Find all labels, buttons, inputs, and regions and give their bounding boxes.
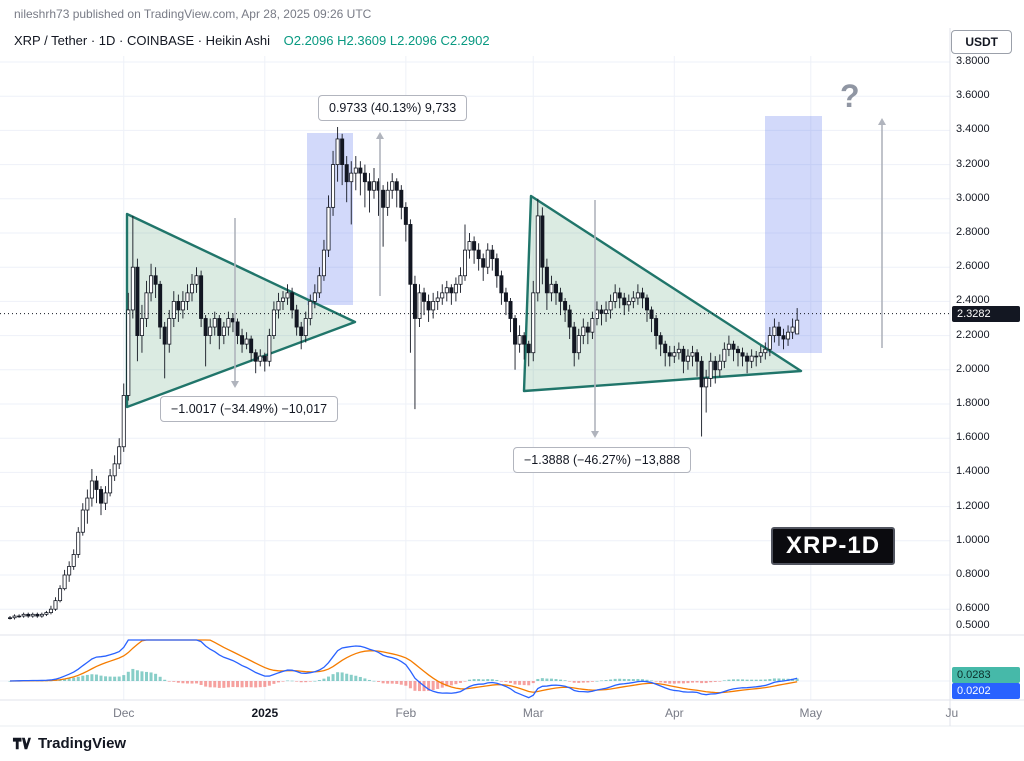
candles-layer bbox=[7, 126, 800, 620]
gain-annotation-label[interactable]: 0.9733 (40.13%) 9,733 bbox=[318, 95, 468, 121]
attribution-text: nileshrh73 published on TradingView.com,… bbox=[14, 7, 372, 21]
tradingview-logo-icon bbox=[12, 737, 31, 750]
projection-arrow-head bbox=[878, 118, 886, 125]
symbol-header: XRP / Tether · 1D · COINBASE · Heikin As… bbox=[14, 33, 490, 48]
loss-annotation-label-1[interactable]: −1.0017 (−34.49%) −10,017 bbox=[160, 396, 339, 422]
indicator-value-badge-teal: 0.0283 bbox=[952, 667, 1020, 683]
projection-arrow-head bbox=[376, 132, 384, 139]
overlay-layer bbox=[0, 28, 1024, 727]
currency-toggle-button[interactable]: USDT bbox=[951, 30, 1012, 54]
current-price-badge: 2.3282 bbox=[952, 305, 1020, 322]
ohlc-values: O2.2096 H2.3609 L2.2096 C2.2902 bbox=[283, 33, 490, 48]
pennant-triangle[interactable] bbox=[522, 194, 803, 393]
grid-layer bbox=[0, 56, 950, 700]
drawings-layer[interactable] bbox=[125, 116, 822, 409]
chart-watermark-label[interactable]: XRP-1D bbox=[771, 527, 896, 565]
projection-arrow-head bbox=[231, 381, 239, 388]
loss-annotation-label-2[interactable]: −1.3888 (−46.27%) −13,888 bbox=[513, 447, 692, 473]
question-mark-annotation[interactable]: ? bbox=[840, 78, 860, 114]
symbol-title: XRP / Tether · 1D · COINBASE · Heikin As… bbox=[14, 33, 270, 48]
indicator-value-badge-blue: 0.0202 bbox=[952, 683, 1020, 699]
projection-arrow-head bbox=[591, 431, 599, 438]
tradingview-brand-text: TradingView bbox=[38, 735, 127, 752]
indicator-layer bbox=[8, 639, 799, 699]
tradingview-footer: TradingView bbox=[12, 734, 126, 753]
projection-zone[interactable] bbox=[765, 116, 822, 353]
